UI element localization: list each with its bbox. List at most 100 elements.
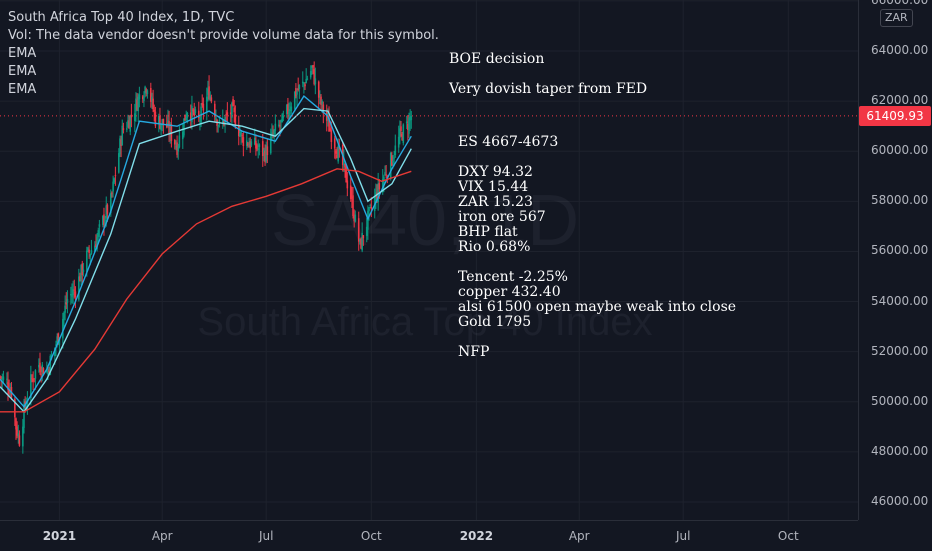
candle-body <box>6 378 8 380</box>
candle-body <box>14 398 16 418</box>
candle-body <box>58 337 61 346</box>
candle-body <box>370 207 373 209</box>
candle-body <box>217 125 220 127</box>
watermark-symbol: SA40, 1D <box>271 181 579 261</box>
market-note-line <box>458 255 736 270</box>
ema-legend-2[interactable]: EMA <box>8 64 37 79</box>
candle-body <box>264 150 266 163</box>
ema-legend-1[interactable]: EMA <box>8 46 37 61</box>
candle-body <box>255 140 257 149</box>
candle-body <box>138 94 141 100</box>
market-note-line: iron ore 567 <box>458 209 546 225</box>
candle-body <box>0 376 1 378</box>
market-note-line <box>458 330 736 345</box>
time-axis[interactable]: 2021 Apr Jul Oct 2022 Apr Jul Oct <box>0 520 858 551</box>
candle-body <box>273 130 275 135</box>
candle-body <box>381 179 384 193</box>
currency-badge[interactable]: ZAR <box>880 9 913 27</box>
candle-body <box>114 175 117 177</box>
candle-body <box>289 109 291 111</box>
ema-legend-3[interactable]: EMA <box>8 82 37 97</box>
candle-body <box>229 112 232 115</box>
candle-body <box>98 224 101 227</box>
candle-body <box>389 152 392 179</box>
candle-body <box>391 155 393 166</box>
candle-body <box>345 165 347 183</box>
candle-body <box>197 110 200 119</box>
candle-body <box>7 382 9 390</box>
candle-body <box>353 215 355 222</box>
candle-body <box>253 137 256 145</box>
candle-body <box>362 235 365 239</box>
candle-body <box>330 130 333 143</box>
candle-body <box>314 78 317 85</box>
candle-body <box>39 362 41 372</box>
candle-body <box>183 118 185 136</box>
candle-body <box>274 123 277 131</box>
candle-body <box>305 79 307 84</box>
time-tick-label: Oct <box>360 529 382 543</box>
candle-body <box>169 126 172 135</box>
candle-body <box>110 193 112 214</box>
price-axis[interactable]: 46000.00 48000.00 50000.00 52000.00 54000.00… <box>858 0 932 520</box>
candle-body <box>343 160 345 166</box>
candle-body <box>56 336 58 344</box>
candle-body <box>321 100 323 105</box>
candle-body <box>269 136 272 154</box>
candle-body <box>247 143 249 146</box>
market-note-line: Gold 1795 <box>458 314 532 330</box>
candle-body <box>70 293 72 296</box>
candle-body <box>71 294 73 298</box>
candle-body <box>48 369 50 373</box>
candle-body <box>15 418 17 430</box>
candle-body <box>189 112 192 121</box>
market-note-line: VIX 15.44 <box>458 179 529 195</box>
candle-body <box>377 183 379 203</box>
candle-body <box>47 368 49 375</box>
candle-body <box>167 120 169 126</box>
candle-body <box>86 250 88 273</box>
candle-body <box>400 126 402 132</box>
candle-body <box>385 174 387 176</box>
candle-body <box>41 364 44 372</box>
candle-body <box>33 378 36 380</box>
candle-body <box>202 103 205 111</box>
candle-body <box>352 195 354 217</box>
candle-body <box>191 105 193 123</box>
candle-body <box>407 123 409 131</box>
candle-body <box>2 376 5 381</box>
ema-line-3 <box>0 168 412 413</box>
candle-body <box>280 119 282 123</box>
candle-body <box>250 141 253 146</box>
candle-body <box>119 138 121 155</box>
candle-body <box>136 100 138 111</box>
candle-body <box>301 81 304 84</box>
candle-body <box>65 302 68 305</box>
candle-body <box>177 146 180 152</box>
candle-body <box>245 140 248 146</box>
candle-body <box>265 144 267 162</box>
candle-body <box>383 176 385 183</box>
candle-body <box>112 181 114 192</box>
time-tick-label: Jul <box>675 529 691 543</box>
candle-body <box>261 141 264 156</box>
candle-body <box>263 149 265 153</box>
candle-body <box>72 289 74 296</box>
candle-body <box>401 133 403 141</box>
candle-body <box>392 161 394 163</box>
candle-body <box>181 131 184 140</box>
candle-body <box>30 374 32 399</box>
candle-body <box>322 104 325 114</box>
candle-body <box>285 104 288 115</box>
candle-body <box>215 117 217 120</box>
time-tick-label: 2022 <box>459 529 494 543</box>
candle-body <box>309 71 312 78</box>
candle-body <box>409 117 411 121</box>
market-note-line: BHP flat <box>458 224 518 240</box>
candle-body <box>405 121 408 124</box>
symbol-title[interactable]: South Africa Top 40 Index, 1D, TVC <box>8 10 235 25</box>
candle-body <box>320 96 322 106</box>
candle-body <box>79 276 81 282</box>
price-tick-label: 66000.00 <box>871 0 928 7</box>
